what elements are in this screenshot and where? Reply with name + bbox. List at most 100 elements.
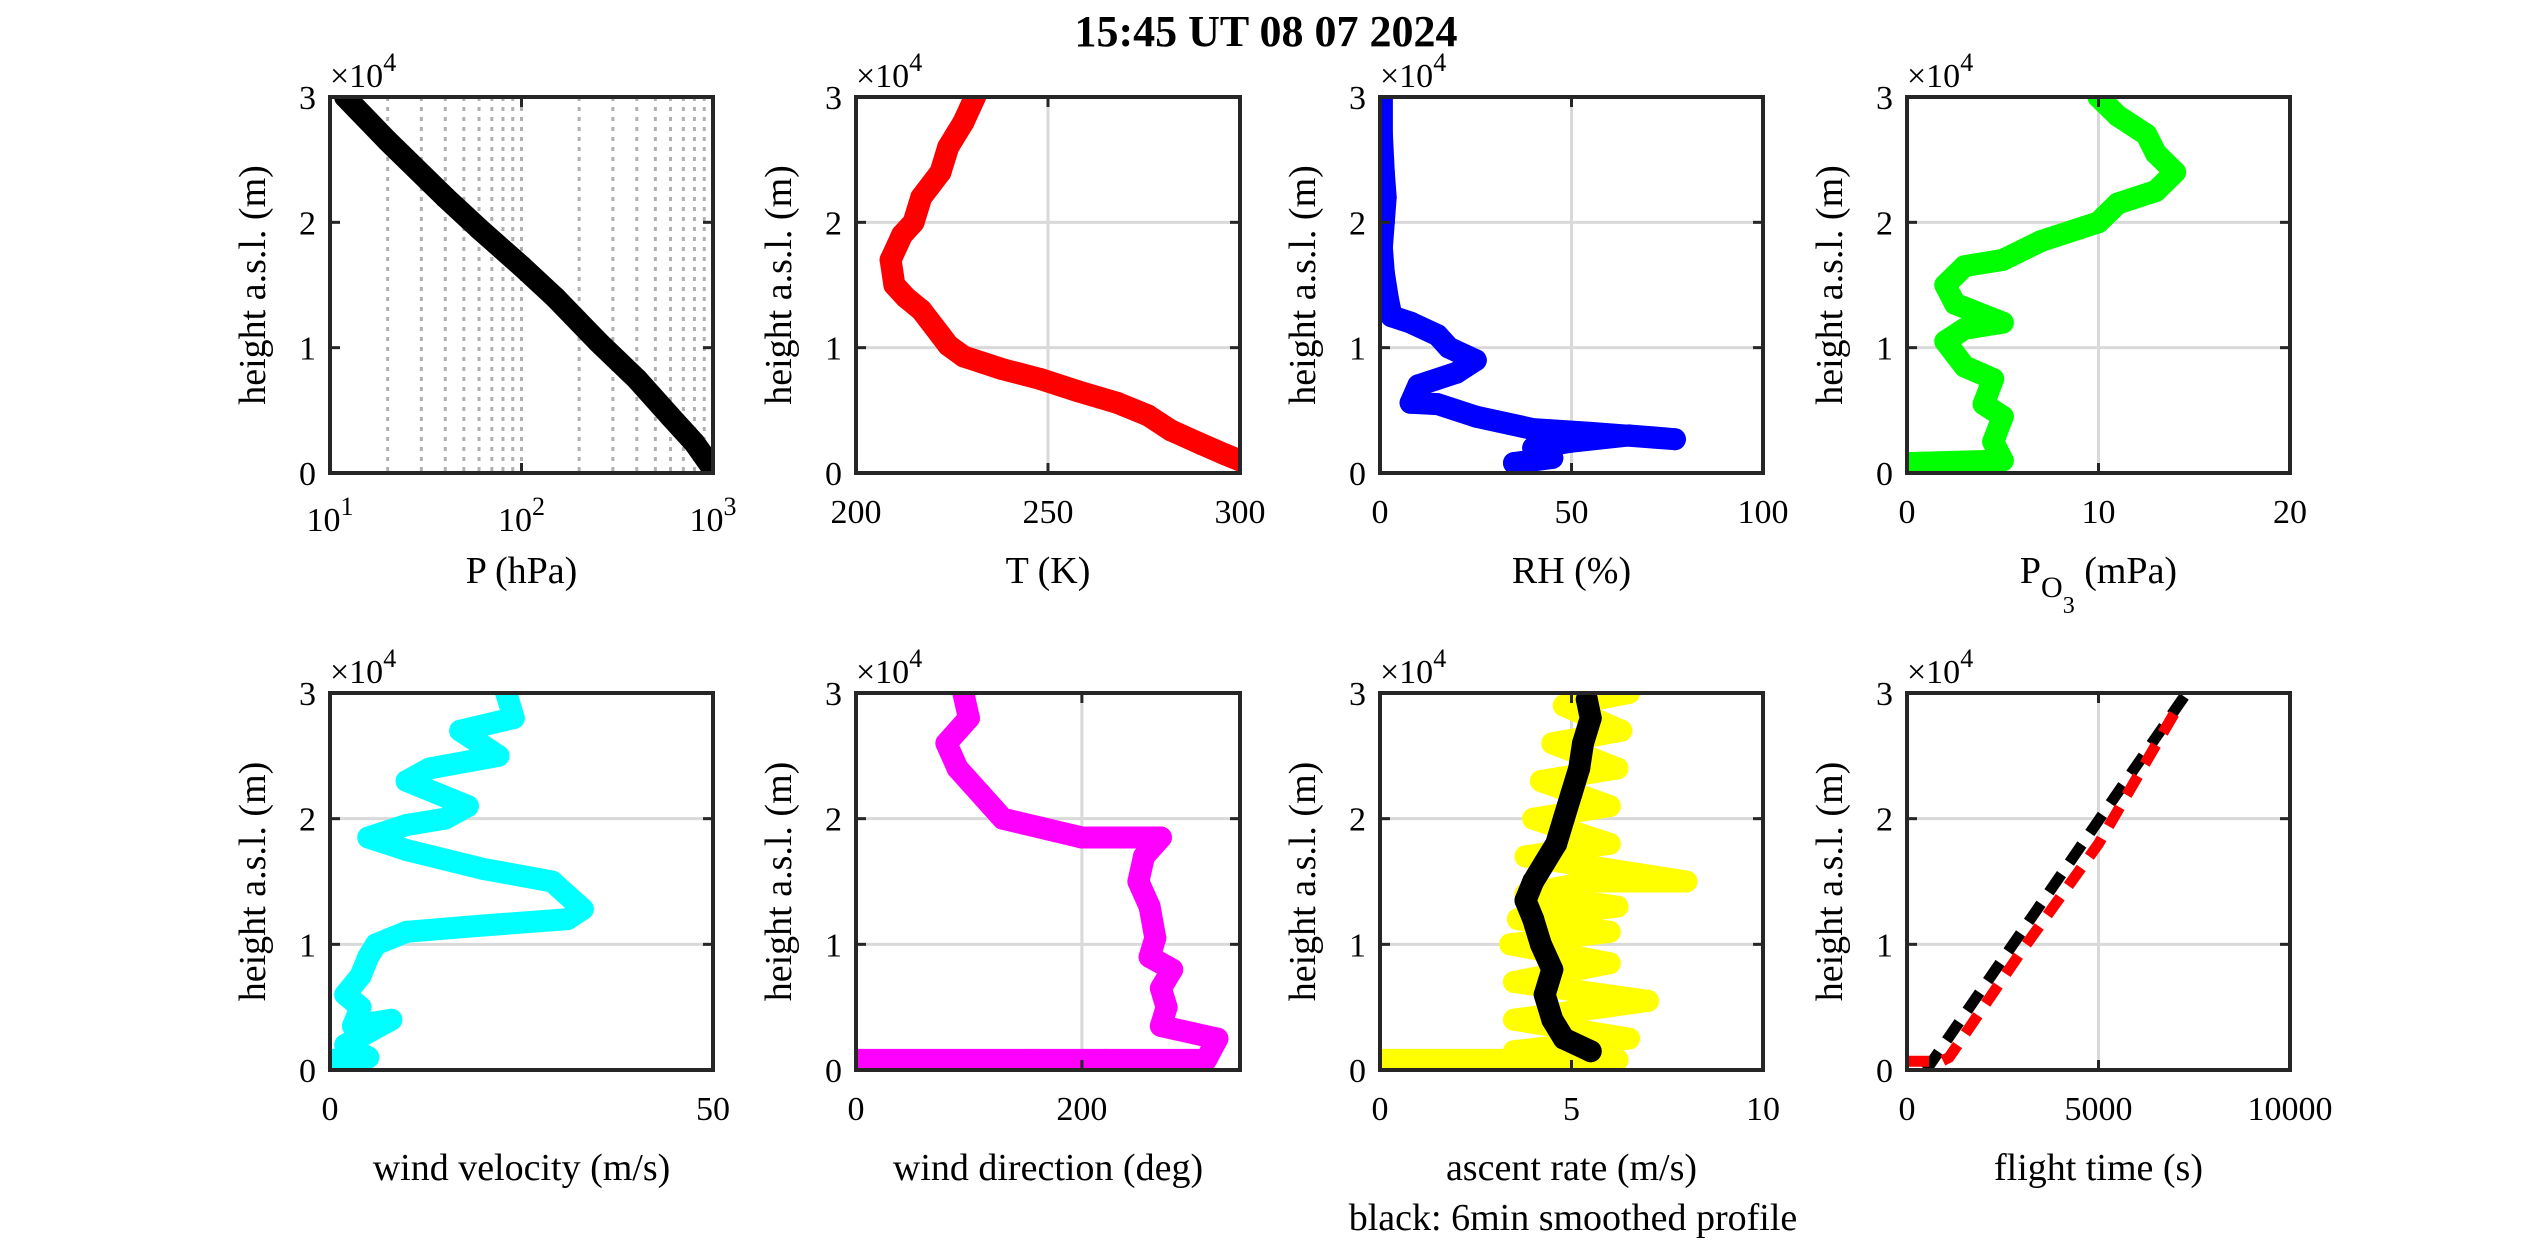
x-tick-label: 50 [696,1091,730,1128]
data-point-1-11 [1399,391,1422,414]
data-point-1-12 [1138,895,1161,918]
y-tick-label: 3 [825,676,842,713]
data-point-1-9 [1499,933,1522,956]
data-point-1-21 [1606,757,1629,780]
data-point-1-13 [1445,361,1468,384]
y-tick-label: 1 [825,331,842,368]
x-axis-label: PO3 (mPa) [2020,550,2177,619]
data-point-1-1 [1380,1048,1391,1070]
data-point-1-8 [349,964,372,987]
data-point-1-11 [1144,927,1167,949]
y-tick-label: 3 [1349,676,1366,713]
data-point-1-6 [1149,1015,1172,1037]
data-point-2-6 [1529,933,1552,956]
data-point-2-13 [1560,782,1583,805]
data-point-1-3 [334,1033,357,1056]
x-axis-label: T (K) [1006,550,1091,592]
smoothing-note: black: 6min smoothed profile [1349,1197,1798,1239]
data-point-1-12 [472,914,495,937]
data-point-1-6 [1106,391,1129,414]
data-point-1-18 [902,211,925,234]
data-point-1-26 [449,719,472,742]
x-tick-label: 10 [1746,1091,1780,1128]
y-tick-label: 0 [825,456,842,493]
data-point-1-12 [1407,374,1430,397]
data-point-1-19 [910,186,933,209]
data-point-1-17 [2087,211,2110,234]
y-tick-label: 2 [825,802,842,839]
y-axis-multiplier: ×104 [330,48,396,95]
data-layer [334,97,713,473]
data-point-1-22 [1541,732,1564,755]
data-point-1-25 [487,744,510,767]
data-point-1-21 [2144,142,2167,165]
data-point-1-3 [1190,433,1213,456]
data-point-1-3 [1522,436,1545,459]
data-point-1-10 [365,933,387,956]
data-point-1-18 [2106,192,2129,215]
x-tick-label: 200 [831,494,882,531]
data-point-1-1 [334,97,357,108]
x-tick-label: 0 [848,1091,865,1128]
data-point-1-21 [935,732,958,755]
y-tick-label: 0 [1876,1053,1893,1090]
data-point-1-15 [541,870,564,893]
y-tick-label: 2 [1349,205,1366,242]
data-point-1-5 [1972,393,1995,416]
data-point-1-8 [1598,952,1621,975]
data-point-2-1 [1579,1040,1602,1063]
y-tick-label: 3 [299,676,316,713]
data-layer [879,97,1240,472]
data-point-1-16 [1514,845,1537,868]
data-point-1-20 [433,807,456,830]
x-axis-label: wind velocity (m/s) [373,1147,671,1189]
data-point-1-7 [1067,380,1090,403]
data-point-2-14 [1568,757,1591,780]
x-tick-label: 10 [2082,494,2116,531]
data-point-1-9 [990,358,1013,380]
data-point-1-16 [1070,826,1093,849]
data-point-1-15 [1991,248,2014,271]
data-point-1-4 [468,217,490,240]
x-tick-label: 101 [307,492,354,539]
data-point-1-24 [1380,161,1395,184]
data-point-1-4 [1991,405,2014,428]
data-point-1-2 [1213,443,1236,466]
y-axis-multiplier: ×104 [1380,48,1446,95]
y-tick-label: 2 [825,205,842,242]
data-point-1-7 [586,330,609,353]
y-axis-label: height a.s.l. (m) [232,165,274,405]
chart-panel-5: 0 50 0 1 2 3 ×104 wind velocity (m/s) height a.s… [232,644,730,1189]
x-axis-label: wind direction (deg) [893,1147,1203,1189]
x-tick-label: 50 [1555,494,1589,531]
data-point-1-5 [1618,424,1640,447]
data-point-1-2 [376,129,399,152]
y-tick-label: 3 [1876,676,1893,713]
x-tick-label: 20 [2273,494,2307,531]
data-point-1-19 [395,814,418,836]
data-point-1-1 [856,1048,867,1070]
data-layer [1907,693,2192,1070]
data-point-1-14 [571,898,594,921]
data-point-1-20 [2164,161,2187,184]
data-point-1-15 [883,274,906,296]
data-layer [856,693,1229,1070]
figure-title: 15:45 UT 08 07 2024 [1075,7,1458,56]
x-axis-label: RH (%) [1512,550,1631,592]
data-point-1-7 [334,983,357,1006]
data-point-1-10 [1138,945,1161,968]
data-point-1-21 [1380,236,1393,259]
y-axis-label: height a.s.l. (m) [232,762,274,1002]
data-point-1-18 [1380,305,1403,328]
chart-panel-1: 101 102 103 0 1 2 3 ×104 P (hPa) height a.s.l. (m… [232,48,737,592]
x-axis-label: ascent rate (m/s) [1446,1147,1697,1189]
data-point-1-9 [1934,330,1957,353]
data-point-1-3 [1982,430,2005,453]
data-point-1-20 [946,757,969,780]
data-point-1-2 [1991,449,2014,472]
data-point-1-3 [434,186,457,209]
data-point-1-10 [683,431,706,454]
x-tick-label: 300 [1215,494,1266,531]
series-1-trace [1380,97,1686,473]
